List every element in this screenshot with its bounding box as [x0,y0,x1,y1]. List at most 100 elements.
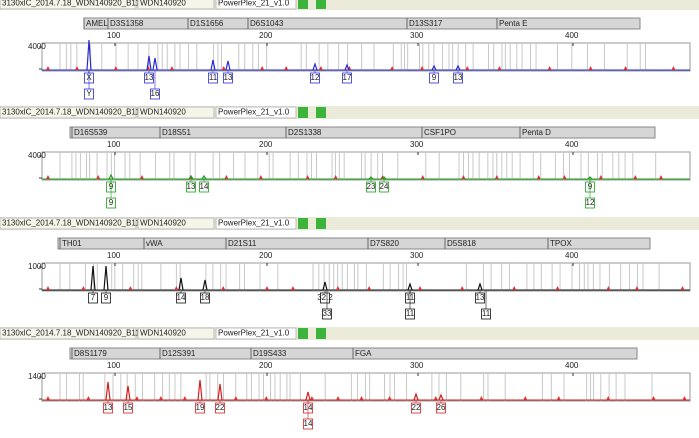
scale-label: 100 [107,140,121,149]
size-peak [86,396,91,400]
locus-name: TH01 [62,239,82,248]
size-peak [420,66,425,70]
size-peak [633,175,638,179]
kit-name: PowerPlex_21_v1.0 [218,329,290,338]
view-toggle [298,328,308,339]
locus-name: D19S433 [253,349,287,358]
sample-box [137,217,215,230]
plot-area [41,151,691,181]
allele-box [379,181,389,193]
kit-name: PowerPlex_21_v1.0 [218,0,290,8]
allele-box [106,197,116,209]
allele-box [101,292,111,304]
allele-box [176,292,186,304]
size-peak [555,286,560,290]
size-peak [96,175,101,179]
peak [210,59,216,71]
allele-label: 13 [145,73,154,82]
size-peak [169,66,174,70]
peak [90,265,96,291]
allele-box [84,88,94,100]
size-peak [128,286,133,290]
size-peak [460,286,465,290]
size-peak [260,66,265,70]
locus-name: Penta D [522,128,551,137]
size-peak [224,175,229,179]
size-peak [333,175,338,179]
size-peak [174,286,179,290]
y-label: 1000 [28,262,46,271]
size-peak [290,286,295,290]
allele-box [208,72,218,84]
allele-box [405,308,415,320]
peak [225,60,231,71]
peak [431,64,437,71]
locus-name: vWA [146,239,163,248]
size-peak [606,286,611,290]
allele-label: 13 [224,73,233,82]
size-peak [465,66,470,70]
scale-label: 400 [565,140,579,149]
size-peak [634,286,639,290]
kit-box [215,327,297,340]
allele-box [475,292,485,304]
scale-label: 400 [565,361,579,370]
allele-box [200,292,210,304]
view-toggle [316,107,326,118]
file-box [0,217,137,230]
locus-name: TPOX [550,239,572,248]
file-name: 3130xlC_2014.7.18_WDN140920_B11.fsa [2,0,153,8]
peak [197,379,203,401]
peak [125,385,131,401]
peak [188,174,194,180]
peak [201,174,207,180]
allele-label: 26 [437,403,446,412]
size-peak [318,66,323,70]
view-toggle [298,218,308,229]
size-peak [335,286,340,290]
scale-label: 100 [107,361,121,370]
allele-label: 13 [476,293,485,302]
scale-label: 300 [410,361,424,370]
peak [103,265,109,291]
size-peak [682,396,687,400]
allele-label: 12 [311,73,320,82]
size-peak [671,66,676,70]
size-peak [387,396,392,400]
peak [438,393,444,401]
scale-label: 100 [107,251,121,260]
allele-label: 14 [177,293,186,302]
sample-box [137,0,215,10]
size-peak [258,175,263,179]
allele-box [585,197,595,209]
size-peak [359,396,364,400]
locus-name: D18S51 [162,128,191,137]
kit-box [215,106,297,119]
size-peak [75,66,80,70]
peak [455,64,461,71]
peak [217,383,223,401]
kit-box [215,217,297,230]
size-peak [46,175,50,179]
allele-box [88,292,98,304]
peak [407,282,413,291]
scale-label: 300 [410,31,424,40]
allele-box [320,292,330,304]
allele-label: 9 [109,198,114,207]
peak [413,392,419,401]
allele-label: 11 [482,309,491,318]
sample-name: WDN140920 [140,219,186,228]
file-box [0,106,137,119]
view-toggle [298,107,308,118]
sample-name: WDN140920 [140,329,186,338]
peak [86,39,92,71]
loci-bar [57,237,651,250]
allele-box [199,181,209,193]
locus-name: D12S391 [162,349,196,358]
size-peak [420,175,425,179]
allele-label: 33 [323,309,332,318]
peak [477,282,483,291]
allele-box [322,308,332,320]
size-peak [536,175,541,179]
